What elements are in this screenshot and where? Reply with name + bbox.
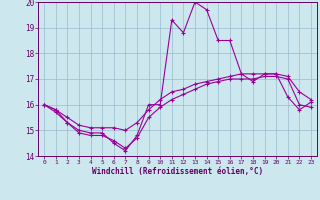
X-axis label: Windchill (Refroidissement éolien,°C): Windchill (Refroidissement éolien,°C) <box>92 167 263 176</box>
